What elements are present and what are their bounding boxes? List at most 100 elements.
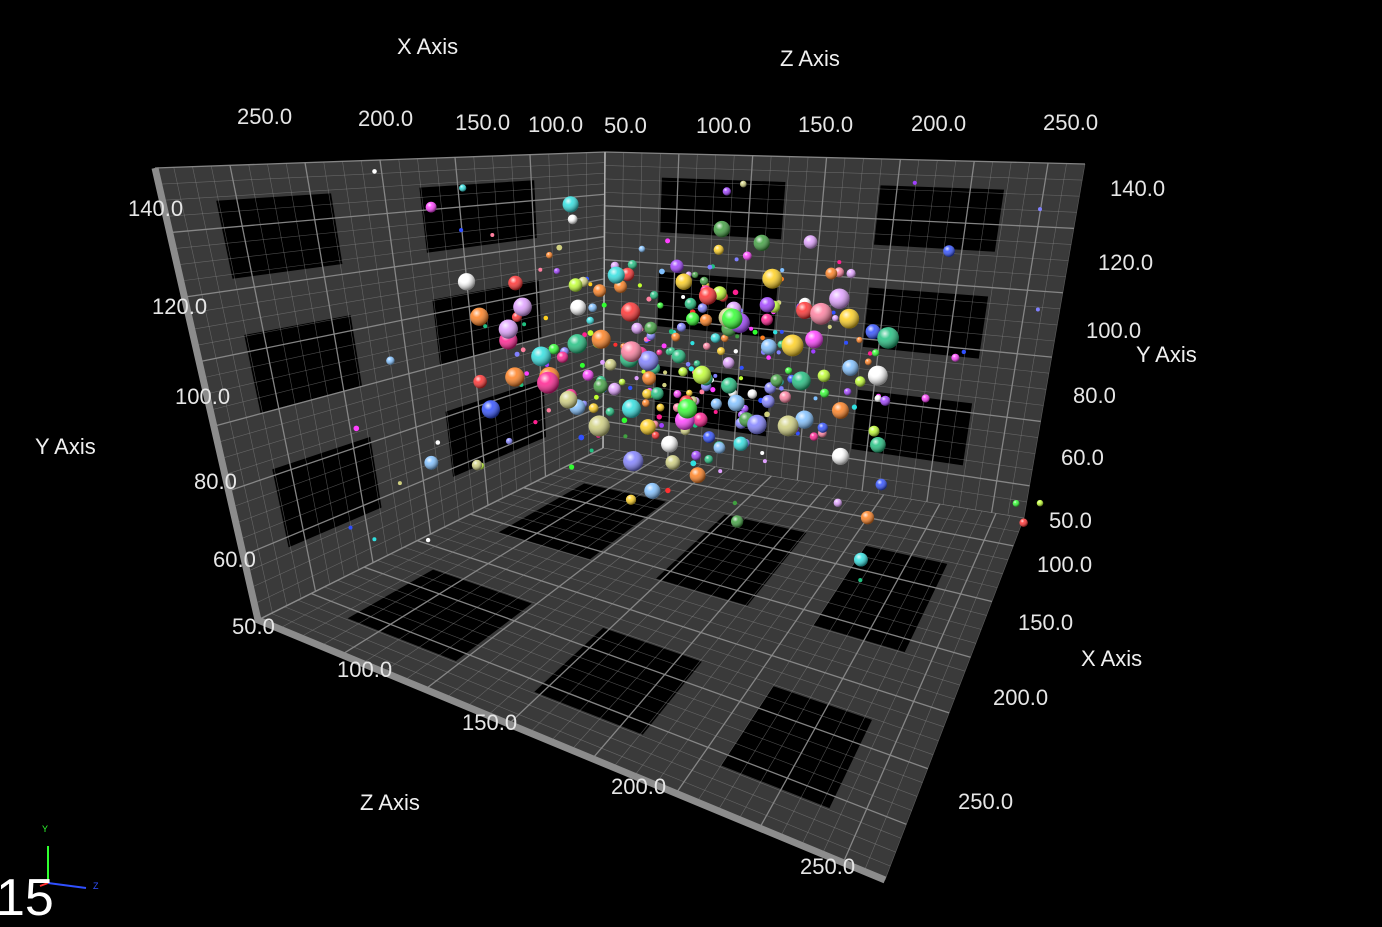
data-point [623, 434, 628, 439]
x-tick-label: 100.0 [1037, 552, 1092, 577]
data-point [707, 264, 713, 270]
data-point-shade [817, 369, 831, 382]
wall-panel [873, 185, 1005, 252]
data-point-shade [622, 399, 641, 418]
grid-line [604, 178, 1080, 197]
data-point-shade [740, 180, 747, 188]
data-point [718, 469, 723, 474]
data-point-shade [620, 302, 641, 322]
data-point-shade [586, 316, 594, 325]
data-point [710, 387, 716, 393]
data-point-shade [473, 374, 487, 389]
wall-panel [720, 686, 872, 809]
data-point-shade [875, 478, 887, 491]
data-point-shade [531, 346, 551, 367]
grid-line [884, 517, 1025, 881]
data-point-shade [865, 324, 881, 339]
data-point [556, 244, 563, 251]
data-point-shade [673, 390, 682, 398]
data-point-shade [781, 334, 804, 357]
data-point-shade [795, 410, 814, 429]
data-point-shade [670, 259, 684, 273]
data-point-shade [921, 394, 930, 403]
data-point-shade [727, 394, 745, 412]
data-point [483, 324, 488, 329]
grid-line [603, 312, 1052, 358]
data-point-shade [761, 395, 775, 408]
data-point-shade [713, 220, 730, 238]
grid-line [199, 278, 605, 363]
data-point-shade [703, 342, 711, 350]
data-point-shade [717, 347, 725, 356]
data-point [690, 341, 695, 346]
wall-panel [534, 627, 702, 735]
data-point-shade [671, 349, 686, 364]
z-axis-title-top: Z Axis [780, 46, 840, 71]
data-point [490, 233, 495, 237]
grid-line [188, 246, 605, 314]
x-tick-label: 100.0 [528, 112, 583, 137]
data-point [665, 487, 671, 494]
data-point [1035, 307, 1040, 312]
data-point-shade [713, 244, 724, 255]
data-point-shade [644, 482, 661, 499]
y-axis-title-left: Y Axis [35, 434, 96, 459]
grid-line [362, 459, 674, 664]
wall-panel [419, 180, 537, 253]
data-point-shade [537, 371, 559, 394]
grid-line [154, 151, 606, 169]
data-point-shade [699, 276, 709, 286]
data-point-shade [943, 245, 955, 257]
data-point-shade [642, 399, 650, 407]
grid-line [235, 384, 604, 524]
grid-line [424, 466, 716, 690]
data-point-shade [559, 390, 578, 409]
data-point-shade [803, 235, 818, 249]
grid-line [487, 473, 758, 716]
grid-line [571, 482, 814, 751]
data-point-shade [481, 400, 500, 419]
z-tick-label: 250.0 [800, 854, 855, 879]
grid-line [466, 471, 744, 707]
z-tick-label: 150.0 [798, 112, 853, 137]
data-point-shade [650, 291, 659, 300]
x-tick-label: 150.0 [1018, 610, 1073, 635]
data-point-shade [604, 358, 617, 371]
data-point [831, 310, 836, 315]
data-point-shade [676, 322, 686, 332]
grid-line [180, 225, 605, 282]
grid-line [210, 310, 605, 411]
grid-line [239, 394, 604, 540]
data-point [546, 408, 551, 413]
data-point [621, 417, 628, 424]
data-point [699, 389, 705, 395]
data-point [760, 335, 765, 341]
data-point-shade [562, 196, 579, 213]
grid-line [278, 450, 618, 629]
data-point-shade [459, 184, 467, 192]
data-point-shade [809, 432, 819, 441]
data-point-shade [678, 367, 688, 377]
data-point-shade [656, 403, 665, 412]
grid-line [717, 499, 912, 811]
grid-line [177, 215, 605, 266]
data-point-shade [692, 365, 712, 385]
data-point [587, 330, 594, 336]
data-point [681, 295, 686, 299]
grid-line [604, 245, 1066, 277]
grid-line [445, 468, 730, 699]
data-point-shade [638, 350, 659, 371]
data-point [348, 525, 353, 530]
grid-line [191, 257, 605, 330]
data-point-shade [846, 268, 856, 279]
data-point [589, 448, 594, 453]
grid-line [195, 267, 605, 346]
data-point-shade [874, 395, 882, 402]
data-point-shade [762, 268, 783, 289]
data-point [646, 296, 652, 302]
y-tick-label: 50.0 [1049, 508, 1092, 533]
data-point [779, 329, 784, 334]
wall-panel [347, 569, 532, 662]
data-point [844, 340, 849, 345]
